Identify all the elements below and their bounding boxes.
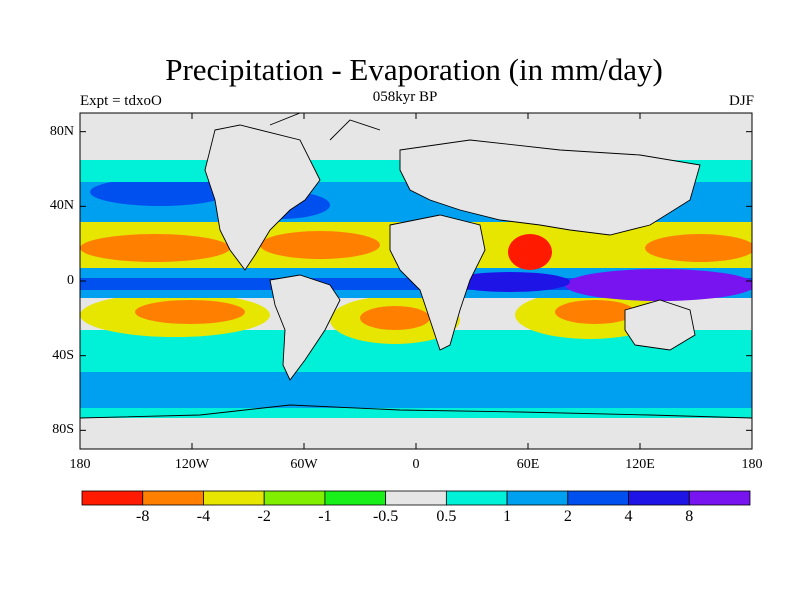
colorbar-label: -2 [257, 508, 271, 525]
colorbar-swatch [445, 490, 508, 506]
colorbar-label: -4 [196, 508, 211, 525]
south-america [270, 275, 340, 380]
colorbar-swatch [688, 490, 751, 506]
colorbar-label: -0.5 [372, 508, 399, 525]
coastlines [80, 113, 752, 419]
colorbar-swatch [81, 490, 144, 506]
lon-tick-label: 60W [290, 457, 318, 472]
lat-tick-label: 40S [52, 347, 74, 363]
s-pacific-dry-core [135, 300, 245, 324]
n-pacific-storm [90, 178, 230, 206]
southern-ocean-edge-2 [80, 408, 752, 418]
colorbar-label: -8 [136, 508, 150, 525]
africa [390, 215, 485, 350]
colorbar-swatch [628, 490, 690, 506]
colorbar-swatch [506, 490, 569, 506]
colorbar-label: 4 [624, 508, 633, 525]
colorbar-swatch [324, 490, 387, 506]
southern-ocean-edge [80, 360, 752, 372]
eurasia [400, 140, 700, 235]
colorbar-swatch [142, 490, 204, 506]
lon-tick-label: 60E [516, 457, 540, 472]
s-atlantic-dry-core [360, 306, 430, 330]
season-label: DJF [728, 93, 754, 109]
n-pacific-dry-core [80, 234, 230, 262]
colorbar [81, 490, 751, 506]
colorbar-label: 0.5 [436, 508, 457, 525]
arctic [80, 113, 752, 135]
period-label: 058kyr BP [372, 89, 438, 105]
tick-marks [79, 113, 753, 449]
lat-tick-label: 80S [52, 422, 74, 438]
colorbar-label: 2 [563, 508, 572, 525]
experiment-label: Expt = tdxoO [80, 93, 162, 109]
colorbar-swatch [203, 490, 265, 506]
colorbar-swatch [567, 490, 629, 506]
lat-tick-label: 80N [49, 123, 74, 139]
colorbar-swatch [263, 490, 326, 506]
lon-tick-label: 120E [625, 457, 655, 472]
map-title: Precipitation - Evaporation (in mm/day) [165, 52, 663, 87]
australia [625, 300, 695, 350]
colorbar-label: -1 [318, 508, 332, 525]
warm-pool-wet [565, 269, 752, 301]
colorbar-swatch [385, 490, 447, 506]
map-field [80, 113, 752, 449]
colorbar-label: 8 [685, 508, 694, 525]
arabian-sea-core [508, 234, 552, 270]
southern-ocean-band [80, 370, 752, 410]
w-pacific-dry-core [645, 234, 752, 262]
s-indian-dry-core [555, 300, 635, 324]
lat-tick-label: 0 [67, 273, 74, 288]
lat-tick-label: 40N [49, 198, 74, 214]
lon-tick-label: 180 [741, 457, 763, 472]
n-atlantic-dry-core [260, 231, 380, 259]
lon-tick-label: 180 [69, 457, 91, 472]
lon-tick-label: 120W [174, 457, 210, 472]
lon-tick-label: 0 [412, 457, 420, 472]
colorbar-label: 1 [503, 508, 512, 525]
indian-wet [450, 272, 570, 292]
north-america [205, 125, 320, 270]
